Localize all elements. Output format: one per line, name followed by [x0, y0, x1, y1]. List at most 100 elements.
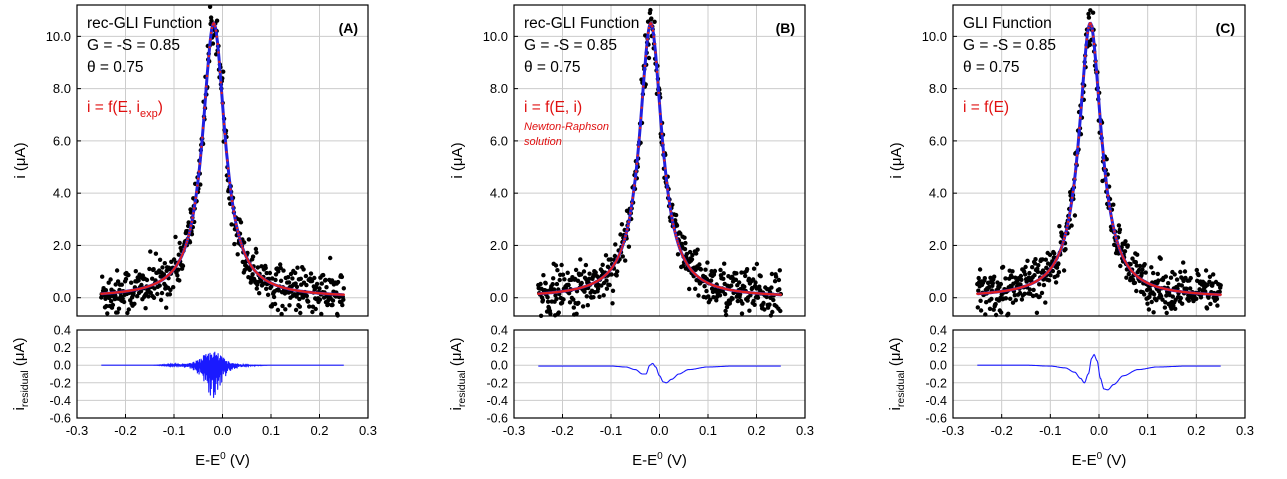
model-dot	[1097, 102, 1101, 105]
data-point	[161, 272, 167, 277]
model-dot	[1092, 42, 1096, 46]
data-point	[560, 272, 566, 277]
data-point	[708, 297, 713, 302]
model-dot	[195, 190, 198, 194]
model-dot	[190, 220, 193, 224]
data-point	[987, 306, 993, 311]
data-point	[103, 288, 109, 293]
data-point	[310, 309, 315, 315]
data-point	[279, 311, 284, 317]
data-point	[684, 251, 689, 257]
residual-line	[538, 362, 781, 384]
model-dot	[240, 244, 244, 247]
data-point	[721, 271, 726, 276]
data-point	[341, 297, 346, 302]
model-dot	[230, 194, 233, 197]
data-point	[119, 282, 125, 287]
data-point	[123, 276, 129, 282]
residual-y-tick-label: -0.2	[925, 376, 947, 390]
data-point	[1055, 273, 1060, 278]
data-point	[1117, 227, 1123, 232]
model-dot	[238, 236, 241, 239]
model-dot	[664, 167, 667, 170]
data-point	[324, 285, 329, 290]
data-point	[1046, 278, 1052, 283]
x-tick-label: 0.1	[1139, 423, 1157, 438]
data-point	[571, 305, 576, 310]
model-dot	[1219, 293, 1222, 296]
model-dot	[198, 162, 202, 165]
data-point	[100, 274, 105, 279]
data-point	[603, 253, 609, 258]
data-point	[673, 212, 679, 218]
data-point	[566, 282, 571, 288]
data-point	[718, 267, 723, 273]
model-dot	[636, 154, 639, 157]
model-dot	[235, 223, 238, 226]
x-axis-label-main: E-E	[195, 452, 220, 469]
model-dot	[199, 154, 202, 157]
data-point	[619, 222, 625, 227]
data-point	[604, 286, 610, 291]
model-dot	[668, 199, 671, 203]
data-point	[294, 284, 300, 289]
data-point	[1032, 261, 1038, 266]
model-dot	[678, 247, 681, 250]
data-point	[1125, 243, 1131, 248]
data-point	[298, 310, 303, 316]
model-dot	[210, 31, 213, 35]
model-dot	[1070, 202, 1073, 205]
model-dot	[1118, 247, 1121, 250]
data-point	[1143, 270, 1148, 275]
model-dot	[342, 293, 345, 296]
main-y-tick-label: 2.0	[929, 238, 947, 253]
data-point	[1027, 287, 1033, 292]
data-point	[1043, 300, 1048, 305]
data-point	[1056, 270, 1062, 275]
model-dot	[1067, 216, 1071, 219]
data-point	[314, 285, 319, 290]
data-point	[255, 265, 260, 270]
model-dot	[652, 35, 655, 38]
data-point	[773, 274, 779, 279]
x-tick-label: -0.1	[163, 423, 185, 438]
data-point	[210, 41, 216, 46]
model-dot	[658, 102, 661, 105]
annotation-line: rec-GLI Function	[87, 15, 202, 32]
model-dot	[236, 230, 240, 233]
model-dot	[653, 42, 656, 46]
data-point	[551, 287, 557, 292]
x-tick-label: 0.2	[1187, 423, 1205, 438]
model-dot	[1080, 106, 1083, 109]
model-dot	[675, 236, 678, 239]
data-point	[764, 294, 769, 300]
model-dot	[657, 91, 660, 95]
model-dot	[666, 188, 669, 191]
data-point	[264, 286, 269, 291]
model-dot	[1063, 234, 1067, 238]
data-point	[1130, 256, 1135, 261]
data-point	[566, 291, 572, 296]
model-dot	[641, 96, 644, 99]
data-point	[559, 300, 565, 305]
data-point	[175, 273, 180, 278]
data-point	[143, 306, 148, 311]
data-point	[207, 4, 213, 9]
x-axis-label: E-E0 (V)	[1072, 451, 1127, 469]
y-axis-label: i (μA)	[888, 142, 905, 178]
model-dot	[191, 216, 194, 219]
data-point	[155, 291, 160, 297]
data-point	[340, 302, 345, 308]
model-dot	[1067, 220, 1070, 224]
model-dot	[663, 159, 666, 162]
data-point	[770, 309, 775, 315]
model-dot	[205, 85, 208, 88]
model-dot	[1058, 252, 1061, 255]
model-dot	[1066, 224, 1069, 227]
data-point	[1072, 213, 1078, 218]
data-point	[254, 250, 259, 255]
data-point	[595, 286, 601, 291]
data-point	[1027, 270, 1032, 276]
data-point	[1155, 271, 1161, 277]
x-tick-label: 0.3	[1236, 423, 1254, 438]
